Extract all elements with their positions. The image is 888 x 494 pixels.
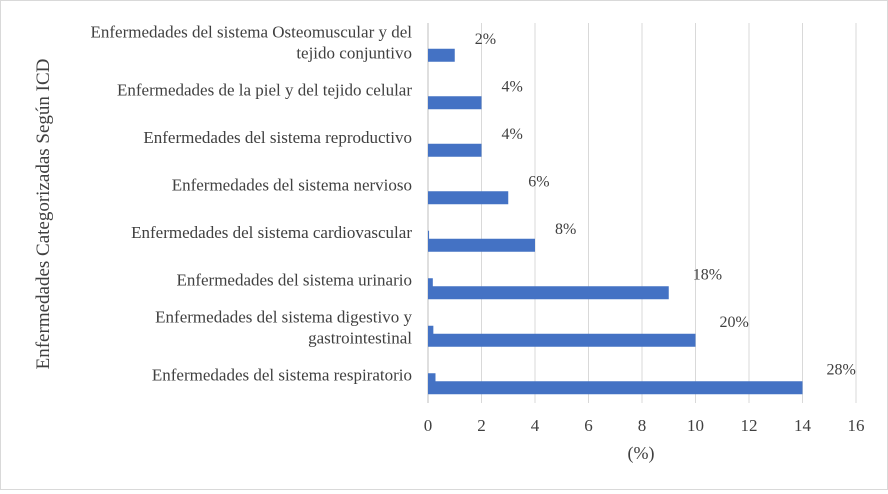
data-label-1: 4% xyxy=(502,78,523,95)
x-tick-label-6: 6 xyxy=(584,416,593,435)
x-tick-label-14: 14 xyxy=(794,416,812,435)
x-tick-label-16: 16 xyxy=(848,416,865,435)
category-labels: Enfermedades del sistema Osteomuscular y… xyxy=(91,22,413,384)
bar-5 xyxy=(428,286,669,300)
category-label-6-line-1: gastrointestinal xyxy=(308,328,412,347)
category-label-4: Enfermedades del sistema cardiovascular xyxy=(131,223,412,242)
x-tick-label-8: 8 xyxy=(638,416,647,435)
x-tick-label-10: 10 xyxy=(687,416,704,435)
grid-lines xyxy=(427,23,857,403)
bar-7 xyxy=(428,381,803,395)
bar-3 xyxy=(428,191,509,205)
category-label-0-line-1: tejido conjuntivo xyxy=(296,43,412,62)
bar-0 xyxy=(428,48,455,62)
category-label-2: Enfermedades del sistema reproductivo xyxy=(143,128,412,147)
x-tick-labels: 0 2 4 6 8 10 12 14 16 xyxy=(424,416,865,435)
category-label-6-line-0: Enfermedades del sistema digestivo y xyxy=(155,307,412,326)
category-label-0-line-0: Enfermedades del sistema Osteomuscular y… xyxy=(91,22,413,41)
bar-1 xyxy=(428,96,482,110)
data-label-3: 6% xyxy=(528,173,549,190)
secondary-bar-6 xyxy=(428,325,434,335)
bars xyxy=(428,48,803,395)
category-label-1: Enfermedades de la piel y del tejido cel… xyxy=(117,80,412,99)
secondary-bar-7 xyxy=(428,373,436,383)
category-label-5: Enfermedades del sistema urinario xyxy=(176,270,412,289)
data-label-4: 8% xyxy=(555,221,576,238)
x-tick-label-2: 2 xyxy=(477,416,486,435)
x-tick-label-4: 4 xyxy=(531,416,540,435)
x-tick-label-0: 0 xyxy=(424,416,433,435)
data-label-6: 20% xyxy=(720,314,749,331)
secondary-bar-4 xyxy=(428,230,430,240)
bar-2 xyxy=(428,143,482,157)
data-label-0: 2% xyxy=(475,31,496,48)
data-label-5: 18% xyxy=(693,266,722,283)
data-labels: 2% 4% 4% 6% 8% 18% 20% 28% xyxy=(475,31,856,379)
secondary-bar-5 xyxy=(428,278,433,288)
bar-6 xyxy=(428,333,696,347)
category-label-3: Enfermedades del sistema nervioso xyxy=(172,175,412,194)
y-axis-title: Enfermedades Categorizadas Según ICD xyxy=(33,59,54,370)
data-label-7: 28% xyxy=(827,361,856,378)
bar-4 xyxy=(428,238,535,252)
x-axis-title: (%) xyxy=(628,443,655,464)
x-tick-label-12: 12 xyxy=(741,416,758,435)
data-label-2: 4% xyxy=(502,126,523,143)
category-label-7: Enfermedades del sistema respiratorio xyxy=(152,365,412,384)
